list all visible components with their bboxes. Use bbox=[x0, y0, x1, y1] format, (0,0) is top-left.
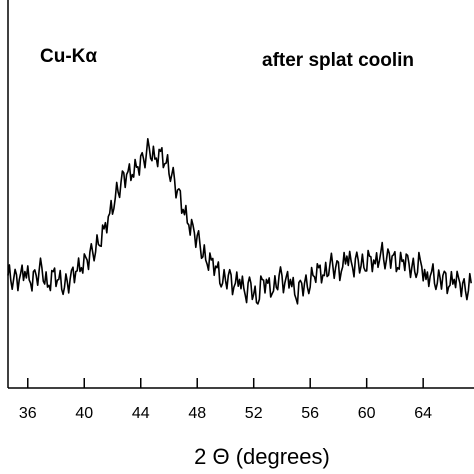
x-tick-label: 56 bbox=[301, 405, 319, 422]
radiation-label: Cu-Kα bbox=[40, 46, 97, 67]
x-tick-label: 60 bbox=[358, 405, 376, 422]
x-tick-label: 52 bbox=[245, 405, 263, 422]
x-tick-label: 64 bbox=[414, 405, 432, 422]
x-axis-tick-labels: 36 40 44 48 52 56 60 64 bbox=[19, 405, 432, 422]
x-tick-label: 48 bbox=[188, 405, 206, 422]
x-axis-title: 2 Θ (degrees) bbox=[194, 444, 330, 469]
x-axis-ticks bbox=[27, 378, 424, 388]
x-tick-label: 44 bbox=[132, 405, 150, 422]
x-tick-label: 40 bbox=[75, 405, 93, 422]
x-tick-label: 36 bbox=[19, 405, 37, 422]
diffraction-series-line bbox=[7, 138, 472, 305]
condition-label: after splat coolin bbox=[262, 50, 414, 71]
